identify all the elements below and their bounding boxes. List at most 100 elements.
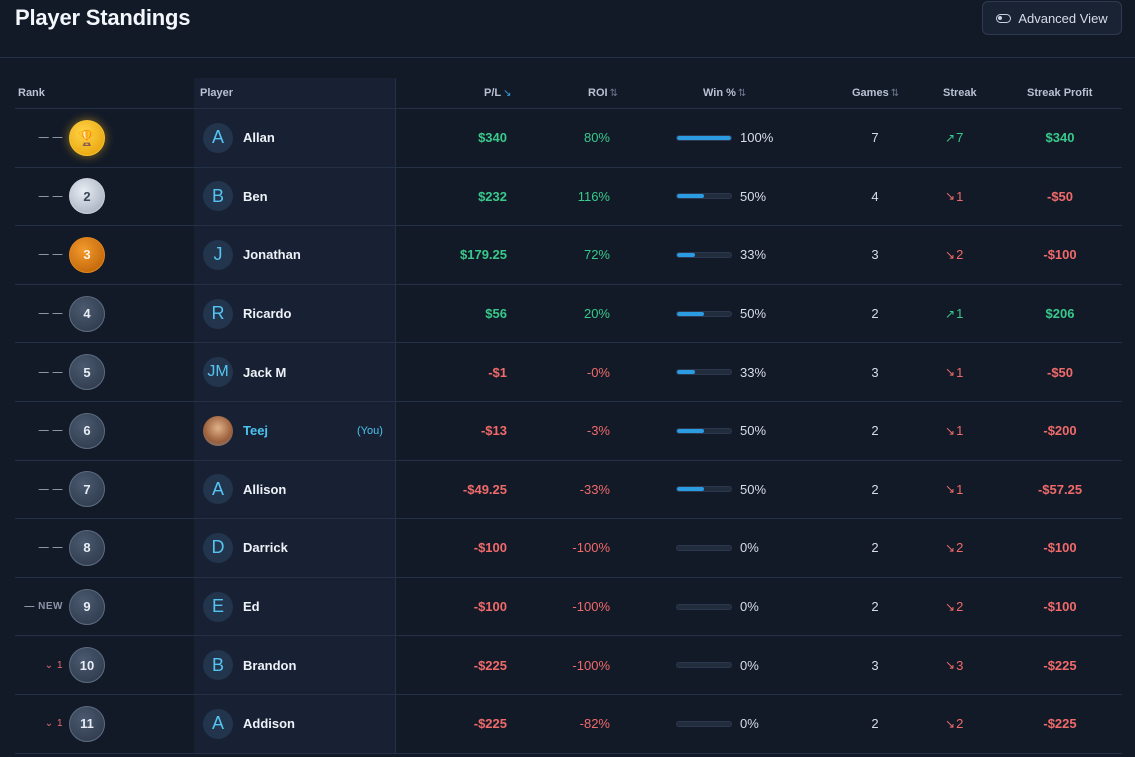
win-progress-bar bbox=[676, 251, 732, 258]
rank-number: 10 bbox=[79, 657, 95, 673]
rank-change: — — bbox=[38, 425, 63, 437]
rank-badge: 3 bbox=[69, 236, 105, 273]
toggle-icon bbox=[996, 13, 1012, 23]
player-name[interactable]: Ben bbox=[243, 188, 268, 204]
col-streak: Streak bbox=[943, 87, 977, 99]
table-row[interactable]: ⌄ 1 11 A Addison -$225 -82% 0% 2 ↘ 2 -$225 bbox=[15, 695, 1122, 754]
roi-value: -0% bbox=[586, 364, 610, 380]
win-percent: 50% bbox=[740, 481, 767, 497]
streak-profit: -$100 bbox=[1043, 540, 1077, 556]
table-row[interactable]: — — 2 B Ben $232 116% 50% 4 ↘ 1 -$50 bbox=[15, 168, 1122, 227]
games-count: 3 bbox=[871, 657, 879, 673]
col-pl[interactable]: P/L ↘ bbox=[484, 87, 512, 99]
win-percent: 50% bbox=[740, 306, 767, 322]
win-progress-fill bbox=[677, 135, 731, 140]
player-name[interactable]: Darrick bbox=[243, 540, 288, 556]
win-percent: 33% bbox=[740, 364, 767, 380]
sort-icon: ⇅ bbox=[737, 88, 747, 99]
player-name[interactable]: Jack M bbox=[243, 364, 287, 380]
table-row[interactable]: ⌄ 1 10 B Brandon -$225 -100% 0% 3 ↘ 3 -$225 bbox=[15, 636, 1122, 695]
table-row[interactable]: — NEW 9 E Ed -$100 -100% 0% 2 ↘ 2 -$100 bbox=[15, 578, 1122, 637]
avatar: A bbox=[203, 708, 233, 739]
page-header: Player Standings Advanced View bbox=[0, 0, 1135, 58]
player-name[interactable]: Jonathan bbox=[243, 247, 301, 263]
streak-cell: ↘ 2 bbox=[945, 226, 963, 284]
col-rank[interactable]: Rank bbox=[18, 87, 45, 99]
rank-number: 5 bbox=[83, 364, 91, 380]
games-count: 3 bbox=[871, 364, 879, 380]
trend-down-icon: ↘ bbox=[945, 423, 956, 438]
rank-change: ⌄ 1 bbox=[44, 718, 63, 730]
player-name[interactable]: Teej bbox=[243, 423, 269, 439]
streak-count: 2 bbox=[956, 540, 964, 556]
col-win[interactable]: Win % ⇅ bbox=[703, 87, 747, 99]
win-progress-bar bbox=[676, 603, 732, 610]
table-row[interactable]: — — 5 JM Jack M -$1 -0% 33% 3 ↘ 1 -$50 bbox=[15, 343, 1122, 402]
advanced-view-button[interactable]: Advanced View bbox=[982, 1, 1122, 35]
col-roi[interactable]: ROI ⇅ bbox=[588, 87, 618, 99]
streak-cell: ↘ 2 bbox=[945, 578, 963, 636]
pl-value: -$100 bbox=[473, 540, 507, 556]
win-progress-bar bbox=[676, 427, 732, 434]
streak-count: 2 bbox=[956, 599, 964, 615]
avatar-cell bbox=[203, 402, 233, 460]
streak-count: 3 bbox=[956, 657, 964, 673]
games-count: 2 bbox=[871, 716, 879, 732]
roi-value: 72% bbox=[583, 247, 610, 263]
rank-number: 11 bbox=[80, 716, 94, 732]
pl-value: $179.25 bbox=[460, 247, 507, 263]
rank-badge: 9 bbox=[69, 588, 105, 625]
rank-number: 2 bbox=[83, 188, 91, 204]
rank-badge-cell: 🏆 bbox=[69, 109, 105, 167]
sort-icon: ⇅ bbox=[609, 88, 618, 99]
player-name[interactable]: Ed bbox=[243, 599, 260, 615]
table-row[interactable]: — —8 D Darrick -$100 -100% 0% 2 ↘ 2 -$100 bbox=[15, 519, 1122, 578]
trend-down-icon: ↘ bbox=[945, 540, 956, 555]
table-row[interactable]: — — 3 J Jonathan $179.25 72% 33% 3 ↘ 2 -$100 bbox=[15, 226, 1122, 285]
table-row[interactable]: — — 6 Teej (You) -$13 -3% 50% 2 ↘ 1 -$200 bbox=[15, 402, 1122, 461]
roi-value: 20% bbox=[583, 306, 610, 322]
trend-down-icon: ↘ bbox=[945, 247, 956, 262]
col-games[interactable]: Games ⇅ bbox=[852, 87, 900, 99]
player-name[interactable]: Ricardo bbox=[243, 306, 292, 322]
win-bar-cell bbox=[676, 285, 732, 343]
avatar: B bbox=[203, 650, 233, 681]
streak-cell: ↘ 2 bbox=[945, 695, 963, 753]
table-row[interactable]: — — 7 A Allison -$49.25 -33% 50% 2 ↘ 1 -$57.25 bbox=[15, 461, 1122, 520]
rank-badge: 8 bbox=[69, 529, 105, 566]
player-name[interactable]: Allison bbox=[243, 481, 287, 497]
rank-number: 3 bbox=[83, 247, 91, 263]
win-progress-fill bbox=[677, 252, 695, 257]
trend-down-icon: ↘ bbox=[945, 658, 956, 673]
games-count: 2 bbox=[871, 481, 879, 497]
rank-badge-cell: 2 bbox=[69, 168, 105, 226]
trend-down-icon: ↘ bbox=[945, 189, 956, 204]
player-name[interactable]: Addison bbox=[243, 716, 295, 732]
player-name[interactable]: Brandon bbox=[243, 657, 297, 673]
rank-change: — — bbox=[38, 190, 63, 202]
win-progress-fill bbox=[677, 428, 704, 433]
win-progress-bar bbox=[676, 544, 732, 551]
player-name[interactable]: Allan bbox=[243, 130, 275, 146]
win-progress-bar bbox=[676, 310, 732, 317]
table-row[interactable]: — — 🏆 A Allan $340 80% 100% 7 ↗ 7 $340 bbox=[15, 109, 1122, 168]
rank-change: — — bbox=[38, 132, 63, 144]
streak-cell: ↘ 3 bbox=[945, 636, 963, 694]
games-count: 2 bbox=[871, 599, 879, 615]
win-percent: 0% bbox=[740, 657, 759, 673]
win-progress-bar bbox=[676, 720, 732, 727]
trend-up-icon: ↗ bbox=[945, 130, 956, 145]
pl-value: $340 bbox=[478, 130, 507, 146]
rank-change: — — bbox=[38, 542, 63, 554]
table-row[interactable]: — — 4 R Ricardo $56 20% 50% 2 ↗ 1 $206 bbox=[15, 285, 1122, 344]
streak-profit: -$100 bbox=[1043, 247, 1077, 263]
rank-badge-cell: 5 bbox=[69, 343, 105, 401]
win-percent: 100% bbox=[740, 130, 774, 146]
you-label: (You) bbox=[357, 424, 383, 437]
rank-change: — NEW bbox=[24, 601, 63, 613]
rank-badge: 11 bbox=[69, 705, 105, 742]
win-percent: 33% bbox=[740, 247, 767, 263]
rank-badge-cell: 11 bbox=[69, 695, 105, 753]
avatar: D bbox=[203, 532, 233, 563]
win-percent: 0% bbox=[740, 540, 759, 556]
